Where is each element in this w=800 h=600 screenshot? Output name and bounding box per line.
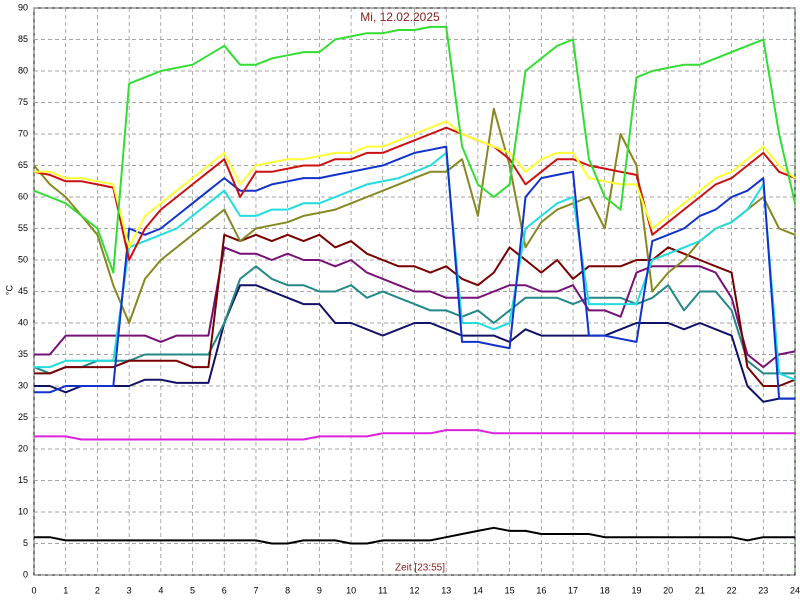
y-tick-label: 60 bbox=[18, 191, 28, 201]
x-tick-label: 16 bbox=[536, 585, 546, 595]
series-line bbox=[34, 429, 795, 441]
y-tick-label: 50 bbox=[18, 254, 28, 264]
y-tick-label: 30 bbox=[18, 380, 28, 390]
x-tick-label: 2 bbox=[95, 585, 100, 595]
x-tick-label: 0 bbox=[31, 585, 36, 595]
series-line bbox=[34, 145, 795, 400]
y-tick-label: 0 bbox=[23, 569, 28, 579]
series-line bbox=[34, 526, 795, 545]
x-tick-label: 24 bbox=[790, 585, 800, 595]
y-tick-label: 35 bbox=[18, 349, 28, 359]
y-tick-label: 25 bbox=[18, 412, 28, 422]
y-tick-label: 20 bbox=[18, 443, 28, 453]
y-tick-label: 55 bbox=[18, 223, 28, 233]
x-tick-label: 4 bbox=[158, 585, 163, 595]
series-line bbox=[33, 265, 795, 375]
series-line bbox=[33, 25, 796, 274]
series-line bbox=[33, 107, 796, 324]
y-tick-label: 40 bbox=[18, 317, 28, 327]
x-tick-label: 9 bbox=[317, 585, 322, 595]
series-line bbox=[34, 151, 796, 381]
x-tick-label: 17 bbox=[568, 585, 578, 595]
series-line bbox=[34, 284, 795, 403]
y-tick-label: 90 bbox=[18, 2, 28, 12]
x-tick-label: 12 bbox=[409, 585, 419, 595]
y-axis-label: °C bbox=[4, 284, 14, 295]
series-line bbox=[34, 233, 796, 387]
chart-title: Mi, 12.02.2025 bbox=[360, 10, 440, 24]
x-tick-label: 23 bbox=[758, 585, 768, 595]
x-tick-label: 10 bbox=[346, 585, 356, 595]
y-tick-label: 75 bbox=[18, 97, 28, 107]
x-tick-label: 3 bbox=[127, 585, 132, 595]
x-tick-label: 1 bbox=[63, 585, 68, 595]
x-tick-label: 11 bbox=[378, 585, 387, 595]
y-tick-label: 15 bbox=[18, 475, 28, 485]
y-tick-label: 65 bbox=[18, 160, 28, 170]
x-tick-label: 22 bbox=[727, 585, 737, 595]
x-tick-label: 13 bbox=[441, 585, 451, 595]
x-tick-label: 20 bbox=[663, 585, 673, 595]
x-tick-label: 21 bbox=[695, 585, 705, 595]
y-tick-label: 70 bbox=[18, 128, 28, 138]
x-tick-label: 14 bbox=[473, 585, 483, 595]
y-tick-label: 45 bbox=[18, 286, 28, 296]
x-tick-label: 19 bbox=[631, 585, 641, 595]
series-line bbox=[33, 126, 796, 261]
y-tick-label: 80 bbox=[18, 65, 28, 75]
x-tick-label: 15 bbox=[505, 585, 515, 595]
x-tick-label: 7 bbox=[253, 585, 258, 595]
x-tick-label: 18 bbox=[600, 585, 610, 595]
series-line bbox=[34, 246, 796, 369]
x-tick-label: 6 bbox=[222, 585, 227, 595]
x-tick-label: 8 bbox=[285, 585, 290, 595]
y-tick-label: 10 bbox=[18, 506, 28, 516]
x-axis-label: Zeit [23:55] bbox=[395, 563, 445, 574]
series-line bbox=[34, 120, 796, 249]
x-tick-label: 5 bbox=[190, 585, 195, 595]
y-tick-label: 85 bbox=[18, 34, 28, 44]
y-tick-label: 5 bbox=[23, 538, 28, 548]
